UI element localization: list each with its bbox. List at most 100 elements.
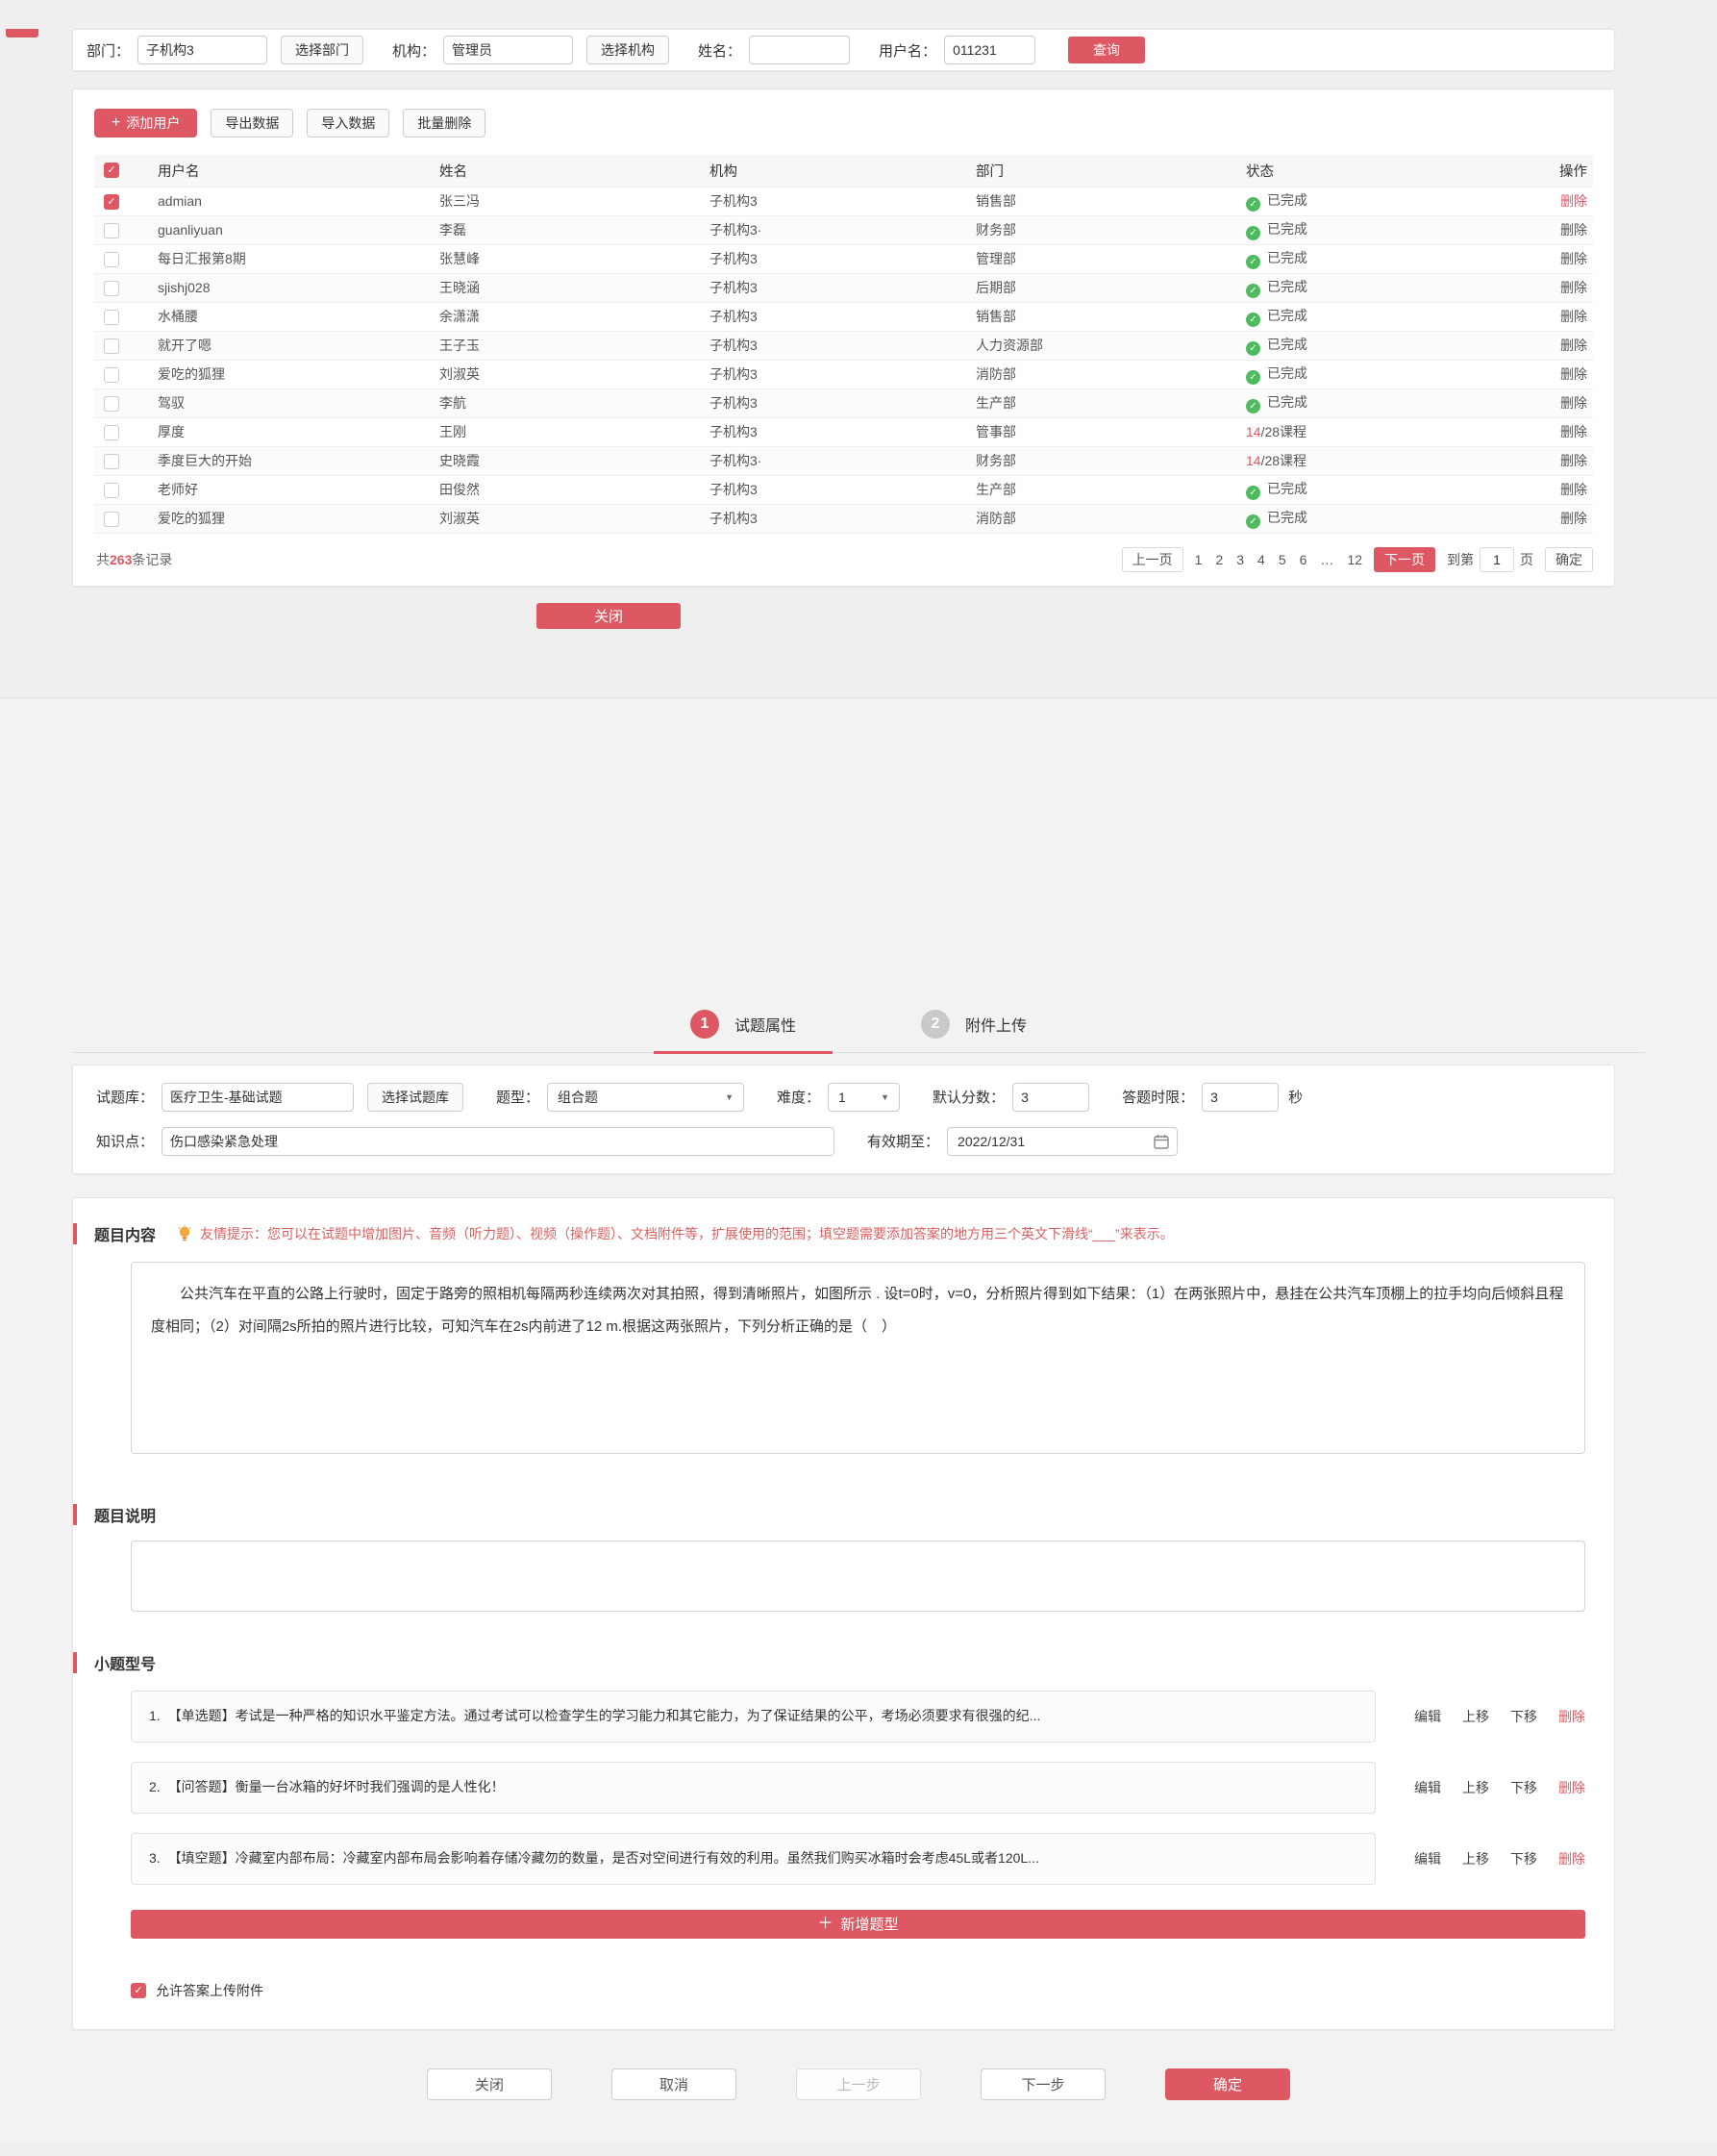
row-checkbox[interactable]: [104, 280, 119, 296]
step-attachment-upload[interactable]: 2 附件上传: [921, 1009, 1027, 1039]
row-checkbox[interactable]: [104, 366, 119, 383]
delete-link[interactable]: 删除: [1560, 395, 1587, 411]
question-content-textarea[interactable]: 公共汽车在平直的公路上行驶时，固定于路旁的照相机每隔两秒连续两次对其拍照，得到清…: [131, 1261, 1585, 1454]
delete-link[interactable]: 删除: [1560, 280, 1587, 295]
delete-link[interactable]: 删除: [1560, 453, 1587, 468]
user-table-panel: + 添加用户 导出数据 导入数据 批量删除 ✓ 用户名 姓名 机构 部门 状态 …: [72, 88, 1615, 587]
row-checkbox[interactable]: [104, 453, 119, 469]
user-filter-bar: 部门： 选择部门 机构： 选择机构 姓名： 用户名： 查询: [72, 29, 1615, 71]
jump-confirm-button[interactable]: 确定: [1545, 546, 1593, 572]
row-checkbox[interactable]: [104, 222, 119, 238]
delete-link[interactable]: 删除: [1558, 1779, 1585, 1795]
default-score-input[interactable]: [1012, 1082, 1090, 1112]
row-checkbox[interactable]: [104, 309, 119, 325]
row-checkbox[interactable]: [104, 395, 119, 412]
export-data-button[interactable]: 导出数据: [211, 109, 294, 138]
add-question-type-button[interactable]: ＋ 新增题型: [131, 1909, 1585, 1939]
delete-link[interactable]: 删除: [1558, 1708, 1585, 1724]
close-button[interactable]: 关闭: [536, 602, 681, 629]
page-number[interactable]: 6: [1299, 551, 1307, 567]
table-row: 每日汇报第8期 张慧峰 子机构3 管理部 ✓ 已完成 删除: [94, 244, 1593, 274]
next-page-button[interactable]: 下一页: [1374, 546, 1435, 572]
time-limit-input[interactable]: [1202, 1082, 1280, 1112]
jump-to-page: 到第 页: [1447, 546, 1533, 572]
bank-input[interactable]: [162, 1082, 355, 1112]
delete-link[interactable]: 删除: [1560, 309, 1587, 324]
time-unit-label: 秒: [1288, 1090, 1304, 1106]
delete-link[interactable]: 删除: [1560, 424, 1587, 439]
select-bank-button[interactable]: 选择试题库: [367, 1082, 464, 1112]
move-up-link[interactable]: 上移: [1462, 1779, 1489, 1795]
next-step-button[interactable]: 下一步: [981, 2068, 1106, 2100]
move-up-link[interactable]: 上移: [1462, 1850, 1489, 1867]
step-1-circle: 1: [689, 1009, 719, 1039]
step-question-attributes[interactable]: 1 试题属性: [653, 1009, 834, 1054]
batch-delete-button[interactable]: 批量删除: [403, 109, 486, 138]
search-button[interactable]: 查询: [1068, 37, 1146, 63]
name-cell: 王子玉: [430, 331, 700, 361]
col-actions: 操作: [1479, 155, 1593, 188]
delete-link[interactable]: 删除: [1560, 366, 1587, 382]
move-down-link[interactable]: 下移: [1510, 1708, 1537, 1724]
knowledge-input[interactable]: [162, 1126, 835, 1156]
move-down-link[interactable]: 下移: [1510, 1850, 1537, 1867]
dept-input[interactable]: [137, 36, 268, 64]
prev-step-button[interactable]: 上一步: [796, 2068, 921, 2100]
row-checkbox[interactable]: [104, 251, 119, 267]
select-org-button[interactable]: 选择机构: [586, 36, 670, 64]
status-cell: 14/28课程: [1236, 417, 1479, 447]
row-checkbox[interactable]: [104, 511, 119, 527]
row-checkbox[interactable]: [104, 482, 119, 498]
org-cell: 子机构3: [700, 360, 966, 389]
username-input[interactable]: [944, 36, 1036, 64]
import-data-button[interactable]: 导入数据: [307, 109, 390, 138]
move-up-link[interactable]: 上移: [1462, 1708, 1489, 1724]
close-button[interactable]: 关闭: [427, 2068, 552, 2100]
row-checkbox[interactable]: [104, 338, 119, 354]
delete-link[interactable]: 删除: [1560, 482, 1587, 497]
page-number[interactable]: 2: [1215, 551, 1224, 567]
allow-upload-checkbox[interactable]: ✓: [131, 1982, 146, 1998]
delete-link[interactable]: 删除: [1560, 338, 1587, 353]
org-cell: 子机构3: [700, 475, 966, 505]
add-user-button[interactable]: + 添加用户: [94, 109, 198, 138]
expiry-date-input[interactable]: [947, 1126, 1179, 1156]
page-number[interactable]: 12: [1347, 551, 1362, 567]
username-cell: 就开了嗯: [148, 331, 430, 361]
row-checkbox[interactable]: ✓: [104, 193, 119, 210]
page-number[interactable]: 3: [1236, 551, 1245, 567]
delete-link[interactable]: 删除: [1560, 251, 1587, 266]
move-down-link[interactable]: 下移: [1510, 1779, 1537, 1795]
name-input[interactable]: [749, 36, 851, 64]
delete-link[interactable]: 删除: [1560, 193, 1587, 209]
row-checkbox[interactable]: [104, 424, 119, 440]
dept-cell: 生产部: [966, 475, 1236, 505]
page-number[interactable]: 5: [1278, 551, 1286, 567]
status-done-icon: ✓: [1246, 255, 1260, 269]
delete-link[interactable]: 删除: [1560, 222, 1587, 238]
edit-link[interactable]: 编辑: [1414, 1708, 1441, 1724]
username-cell: 爱吃的狐狸: [148, 360, 430, 389]
delete-link[interactable]: 删除: [1558, 1850, 1585, 1867]
question-type-select[interactable]: 组合题 ▼: [547, 1082, 745, 1112]
page-number[interactable]: 1: [1194, 551, 1203, 567]
calendar-icon[interactable]: [1154, 1134, 1169, 1149]
page-jump-input[interactable]: [1480, 546, 1514, 572]
difficulty-select[interactable]: 1 ▼: [828, 1082, 901, 1112]
org-cell: 子机构3·: [700, 215, 966, 245]
select-dept-button[interactable]: 选择部门: [281, 36, 364, 64]
chevron-down-icon: ▼: [881, 1091, 890, 1102]
delete-link[interactable]: 删除: [1560, 511, 1587, 526]
question-explanation-textarea[interactable]: [131, 1540, 1585, 1612]
table-row: guanliyuan 李磊 子机构3· 财务部 ✓ 已完成 删除: [94, 215, 1593, 245]
edit-link[interactable]: 编辑: [1414, 1850, 1441, 1867]
select-all-checkbox[interactable]: ✓: [104, 163, 119, 179]
confirm-button[interactable]: 确定: [1165, 2068, 1290, 2100]
page-number[interactable]: 4: [1257, 551, 1265, 567]
prev-page-button[interactable]: 上一页: [1121, 546, 1183, 572]
cancel-button[interactable]: 取消: [611, 2068, 736, 2100]
name-cell: 田俊然: [430, 475, 700, 505]
status-cell: ✓ 已完成: [1236, 302, 1479, 332]
edit-link[interactable]: 编辑: [1414, 1779, 1441, 1795]
org-input[interactable]: [443, 36, 574, 64]
